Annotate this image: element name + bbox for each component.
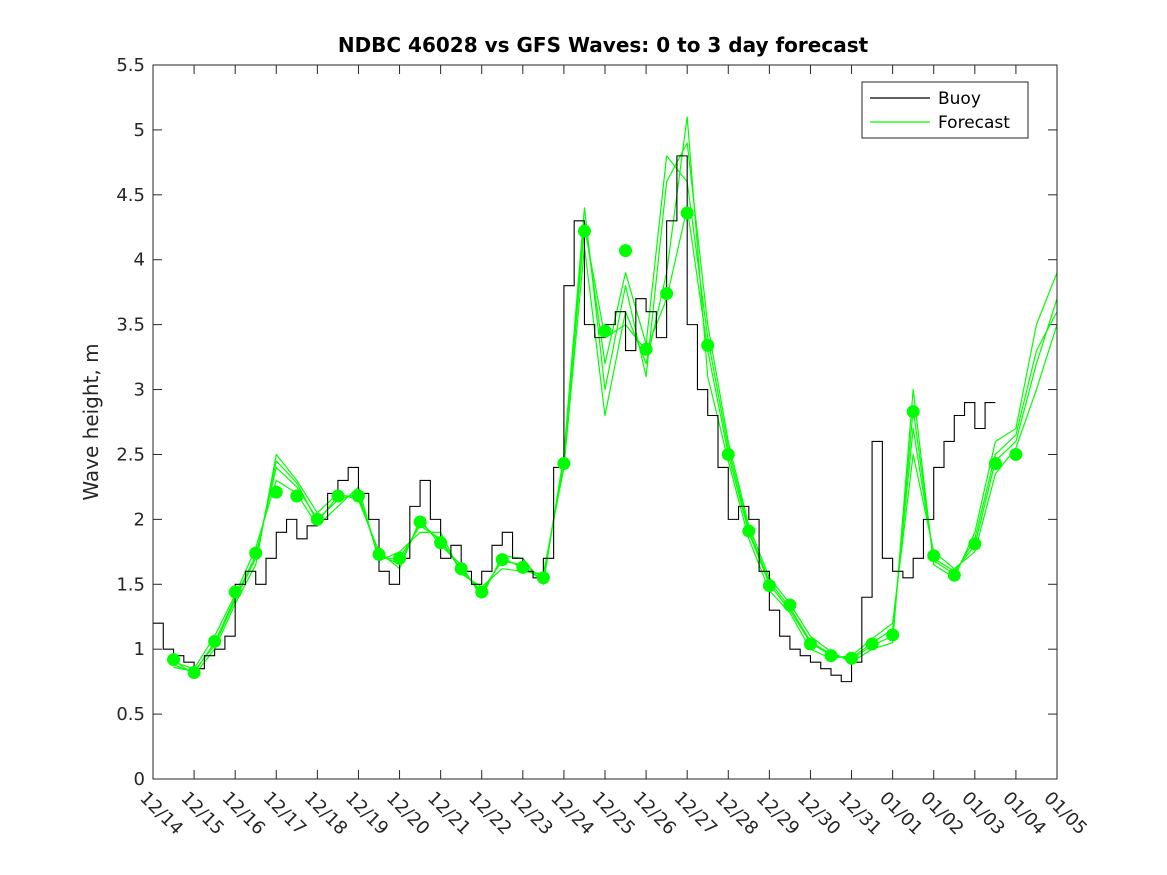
y-tick-label: 3.5 <box>116 315 145 336</box>
forecast-marker <box>475 585 489 599</box>
plot-area <box>153 65 1057 779</box>
y-tick-label: 1 <box>134 639 145 660</box>
forecast-marker <box>598 324 612 338</box>
chart-title: NDBC 46028 vs GFS Waves: 0 to 3 day fore… <box>338 33 869 57</box>
plot-series <box>153 116 1058 683</box>
forecast-marker <box>988 457 1002 471</box>
plot-frame <box>152 64 1058 780</box>
forecast-marker <box>762 579 776 593</box>
forecast-marker <box>495 553 509 567</box>
forecast-marker <box>639 342 653 356</box>
forecast-marker <box>906 405 920 419</box>
forecast-marker <box>187 666 201 680</box>
forecast-marker <box>249 546 263 560</box>
forecast-marker <box>454 562 468 576</box>
forecast-marker <box>803 637 817 651</box>
forecast-marker <box>536 571 550 585</box>
forecast-marker <box>619 244 633 258</box>
forecast-marker <box>824 649 838 663</box>
y-tick-label: 3 <box>134 380 145 401</box>
forecast-marker <box>331 489 345 503</box>
forecast-marker <box>947 568 961 582</box>
y-tick-label: 5 <box>134 120 145 141</box>
forecast-marker <box>865 637 879 651</box>
legend-forecast-label: Forecast <box>938 113 1010 133</box>
forecast-marker <box>783 598 797 612</box>
y-tick-label: 2.5 <box>116 444 145 465</box>
y-tick-label: 0.5 <box>116 704 145 725</box>
legend-box <box>861 81 1029 139</box>
y-tick-label: 4.5 <box>116 185 145 206</box>
y-tick-label: 1.5 <box>116 574 145 595</box>
forecast-marker <box>660 286 674 300</box>
forecast-marker <box>208 634 222 648</box>
forecast-marker <box>1009 447 1023 461</box>
forecast-marker <box>701 338 715 352</box>
forecast-marker <box>372 547 386 561</box>
forecast-marker <box>557 457 571 471</box>
forecast-marker <box>434 536 448 550</box>
legend-buoy-label: Buoy <box>938 89 981 109</box>
forecast-marker <box>393 551 407 565</box>
legend: Buoy Forecast <box>861 81 1029 139</box>
forecast-line-2 <box>173 142 1058 676</box>
y-tick-label: 0 <box>134 769 145 790</box>
y-axis-label: Wave height, m <box>79 343 103 500</box>
forecast-marker <box>351 489 365 503</box>
forecast-marker <box>413 515 427 529</box>
forecast-marker <box>269 485 283 499</box>
forecast-marker <box>845 651 859 665</box>
forecast-marker <box>680 206 694 220</box>
buoy-line <box>153 155 996 683</box>
forecast-marker <box>516 560 530 574</box>
forecast-marker <box>290 489 304 503</box>
forecast-marker <box>167 653 181 667</box>
forecast-marker <box>228 585 242 599</box>
forecast-marker <box>310 512 324 526</box>
y-tick-label: 4 <box>134 250 145 271</box>
forecast-marker <box>968 537 982 551</box>
y-tick-label: 2 <box>134 509 145 530</box>
forecast-marker <box>721 447 735 461</box>
y-tick-label: 5.5 <box>116 55 145 76</box>
forecast-marker <box>742 524 756 538</box>
forecast-marker <box>886 628 900 642</box>
forecast-marker <box>927 549 941 563</box>
forecast-marker <box>577 224 591 238</box>
